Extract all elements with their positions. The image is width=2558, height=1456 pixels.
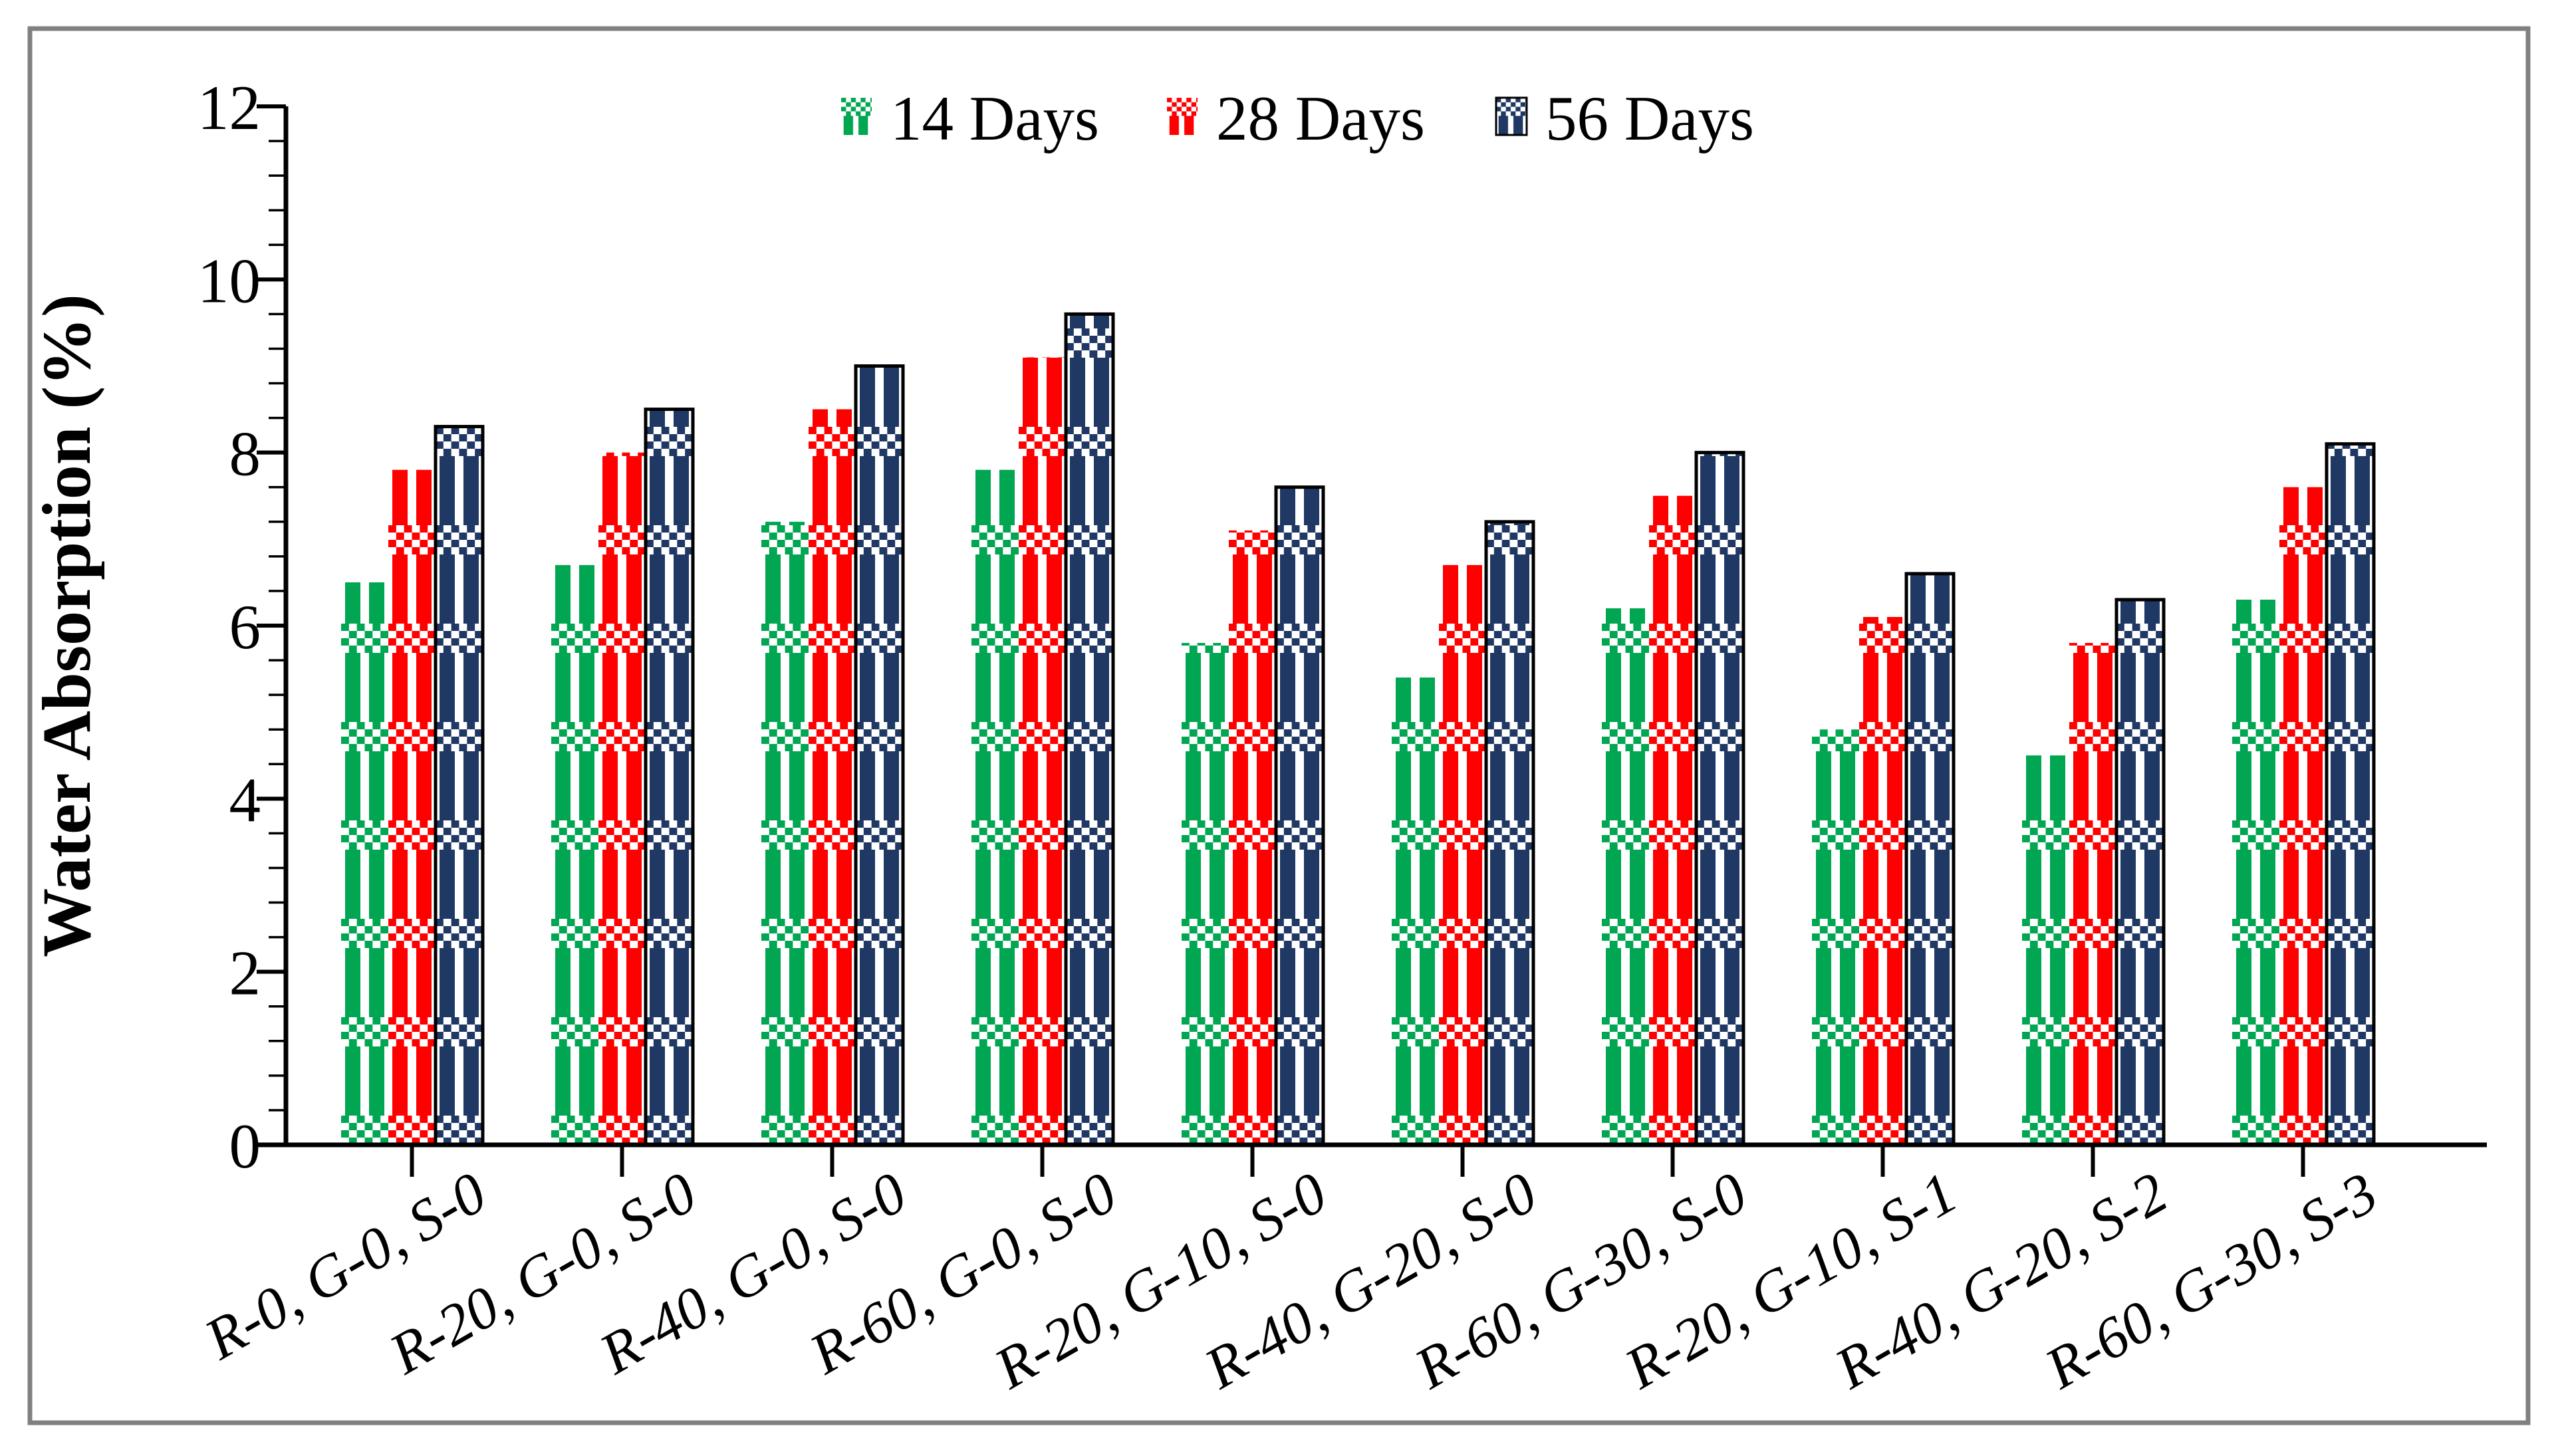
y-tick-label: 4 bbox=[229, 765, 261, 835]
bar-28-days-3 bbox=[1019, 357, 1066, 1145]
bar-14-days-6 bbox=[1602, 608, 1649, 1145]
bar-28-days-2 bbox=[809, 409, 856, 1146]
bar-56-days-3 bbox=[1064, 312, 1115, 1147]
y-tick-label: 12 bbox=[197, 72, 261, 143]
bar-56-days-7 bbox=[1904, 572, 1956, 1147]
y-tick-label: 6 bbox=[229, 592, 261, 662]
bar-56-days-0 bbox=[434, 425, 485, 1147]
bar-56-days-4 bbox=[1274, 485, 1325, 1147]
bar-14-days-3 bbox=[971, 469, 1019, 1145]
figure-frame bbox=[27, 26, 2531, 1425]
y-axis-title: Water Absorption (%) bbox=[29, 294, 105, 957]
bar-56-days-1 bbox=[644, 408, 695, 1147]
bar-14-days-0 bbox=[341, 582, 388, 1145]
bar-56-days-6 bbox=[1694, 451, 1745, 1147]
axes-group bbox=[257, 104, 2487, 1177]
bar-14-days-9 bbox=[2232, 599, 2279, 1145]
bar-28-days-7 bbox=[1859, 616, 1906, 1145]
bars-group bbox=[341, 312, 2376, 1147]
bar-14-days-1 bbox=[551, 564, 598, 1145]
y-tick-label: 10 bbox=[197, 245, 261, 316]
bar-14-days-7 bbox=[1812, 729, 1859, 1145]
legend-swatch-56-days bbox=[1495, 96, 1528, 136]
legend: 14 Days 28 Days 56 Days bbox=[841, 83, 1754, 154]
legend-swatch-28-days bbox=[1167, 98, 1198, 135]
bar-28-days-0 bbox=[388, 469, 436, 1145]
legend-label: 56 Days bbox=[1545, 83, 1754, 154]
y-tick-label: 8 bbox=[229, 419, 261, 489]
bar-14-days-8 bbox=[2022, 755, 2069, 1145]
bar-56-days-8 bbox=[2114, 598, 2166, 1147]
bar-28-days-6 bbox=[1649, 495, 1696, 1145]
bar-28-days-5 bbox=[1439, 564, 1486, 1145]
bar-56-days-2 bbox=[854, 364, 905, 1147]
bar-28-days-9 bbox=[2279, 487, 2327, 1145]
y-tick-label: 0 bbox=[229, 1111, 261, 1181]
legend-swatch-14-days bbox=[841, 98, 872, 135]
legend-label: 14 Days bbox=[890, 83, 1099, 154]
bar-14-days-4 bbox=[1182, 643, 1229, 1145]
bar-14-days-2 bbox=[761, 521, 809, 1145]
bar-56-days-5 bbox=[1484, 520, 1535, 1147]
bar-28-days-4 bbox=[1229, 530, 1276, 1145]
y-tick-label: 2 bbox=[229, 938, 261, 1009]
legend-label: 28 Days bbox=[1216, 83, 1425, 154]
bar-28-days-1 bbox=[598, 452, 646, 1145]
bar-28-days-8 bbox=[2069, 643, 2116, 1145]
bar-14-days-5 bbox=[1392, 677, 1439, 1145]
bar-56-days-9 bbox=[2325, 442, 2376, 1147]
